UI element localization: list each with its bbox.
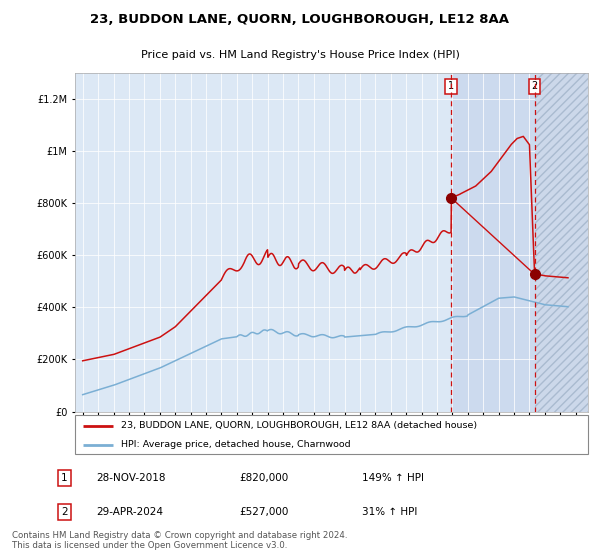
- Text: 2: 2: [61, 507, 68, 517]
- Bar: [535, 60, 600, 412]
- Text: Price paid vs. HM Land Registry's House Price Index (HPI): Price paid vs. HM Land Registry's House …: [140, 50, 460, 59]
- Text: 1: 1: [61, 473, 68, 483]
- Text: Contains HM Land Registry data © Crown copyright and database right 2024.
This d: Contains HM Land Registry data © Crown c…: [12, 531, 347, 550]
- Text: 31% ↑ HPI: 31% ↑ HPI: [362, 507, 418, 517]
- Text: £820,000: £820,000: [239, 473, 288, 483]
- Text: 2: 2: [532, 81, 538, 91]
- Text: 28-NOV-2018: 28-NOV-2018: [97, 473, 166, 483]
- Text: 23, BUDDON LANE, QUORN, LOUGHBOROUGH, LE12 8AA (detached house): 23, BUDDON LANE, QUORN, LOUGHBOROUGH, LE…: [121, 421, 477, 430]
- Text: 149% ↑ HPI: 149% ↑ HPI: [362, 473, 424, 483]
- Bar: [451, 73, 535, 412]
- Text: 1: 1: [448, 81, 454, 91]
- FancyBboxPatch shape: [75, 415, 588, 454]
- Text: £527,000: £527,000: [239, 507, 289, 517]
- Text: 23, BUDDON LANE, QUORN, LOUGHBOROUGH, LE12 8AA: 23, BUDDON LANE, QUORN, LOUGHBOROUGH, LE…: [91, 13, 509, 26]
- Text: HPI: Average price, detached house, Charnwood: HPI: Average price, detached house, Char…: [121, 440, 351, 449]
- Text: 29-APR-2024: 29-APR-2024: [97, 507, 164, 517]
